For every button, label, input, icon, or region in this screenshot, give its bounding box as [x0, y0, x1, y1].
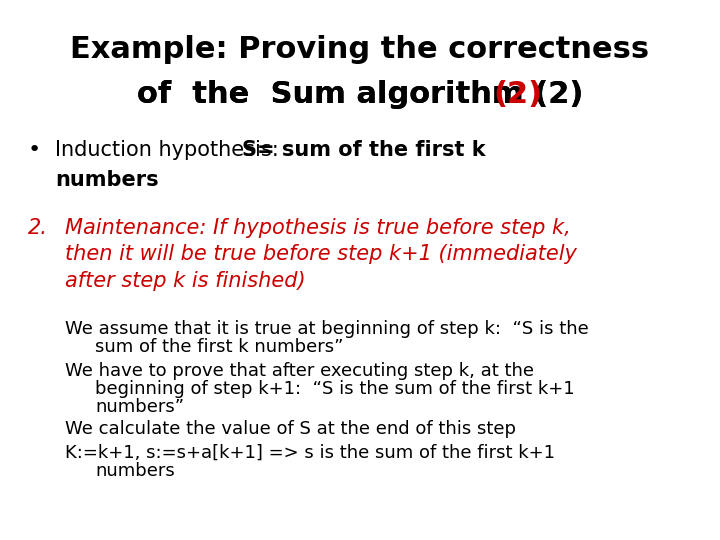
- Text: numbers”: numbers”: [95, 398, 184, 416]
- Text: (2): (2): [493, 80, 542, 109]
- Text: K:=k+1, s:=s+a[k+1] => s is the sum of the first k+1: K:=k+1, s:=s+a[k+1] => s is the sum of t…: [65, 444, 555, 462]
- Text: 2.: 2.: [28, 218, 48, 238]
- Text: numbers: numbers: [95, 462, 175, 480]
- Text: numbers: numbers: [55, 170, 158, 190]
- Text: S= sum of the first k: S= sum of the first k: [242, 140, 485, 160]
- Text: Induction hypothesis:: Induction hypothesis:: [55, 140, 285, 160]
- Text: of  the  Sum algorithm (2): of the Sum algorithm (2): [137, 80, 583, 109]
- Text: We assume that it is true at beginning of step k:  “S is the: We assume that it is true at beginning o…: [65, 320, 589, 338]
- Text: We calculate the value of S at the end of this step: We calculate the value of S at the end o…: [65, 420, 516, 438]
- Text: of  the  Sum algorithm ⁣(2): of the Sum algorithm ⁣(2): [137, 80, 583, 109]
- Text: beginning of step k+1:  “S is the sum of the first k+1: beginning of step k+1: “S is the sum of …: [95, 380, 575, 398]
- Text: •: •: [28, 140, 41, 160]
- Text: We have to prove that after executing step k, at the: We have to prove that after executing st…: [65, 362, 534, 380]
- Text: of  the  Sum algorithm (2): of the Sum algorithm (2): [137, 80, 583, 109]
- Text: of  the  Sum algorithm (2): of the Sum algorithm (2): [137, 80, 583, 109]
- Text: sum of the first k numbers”: sum of the first k numbers”: [95, 338, 343, 356]
- Text: Example: Proving the correctness: Example: Proving the correctness: [71, 35, 649, 64]
- Text: Maintenance: If hypothesis is true before step k,
then it will be true before st: Maintenance: If hypothesis is true befor…: [65, 218, 577, 291]
